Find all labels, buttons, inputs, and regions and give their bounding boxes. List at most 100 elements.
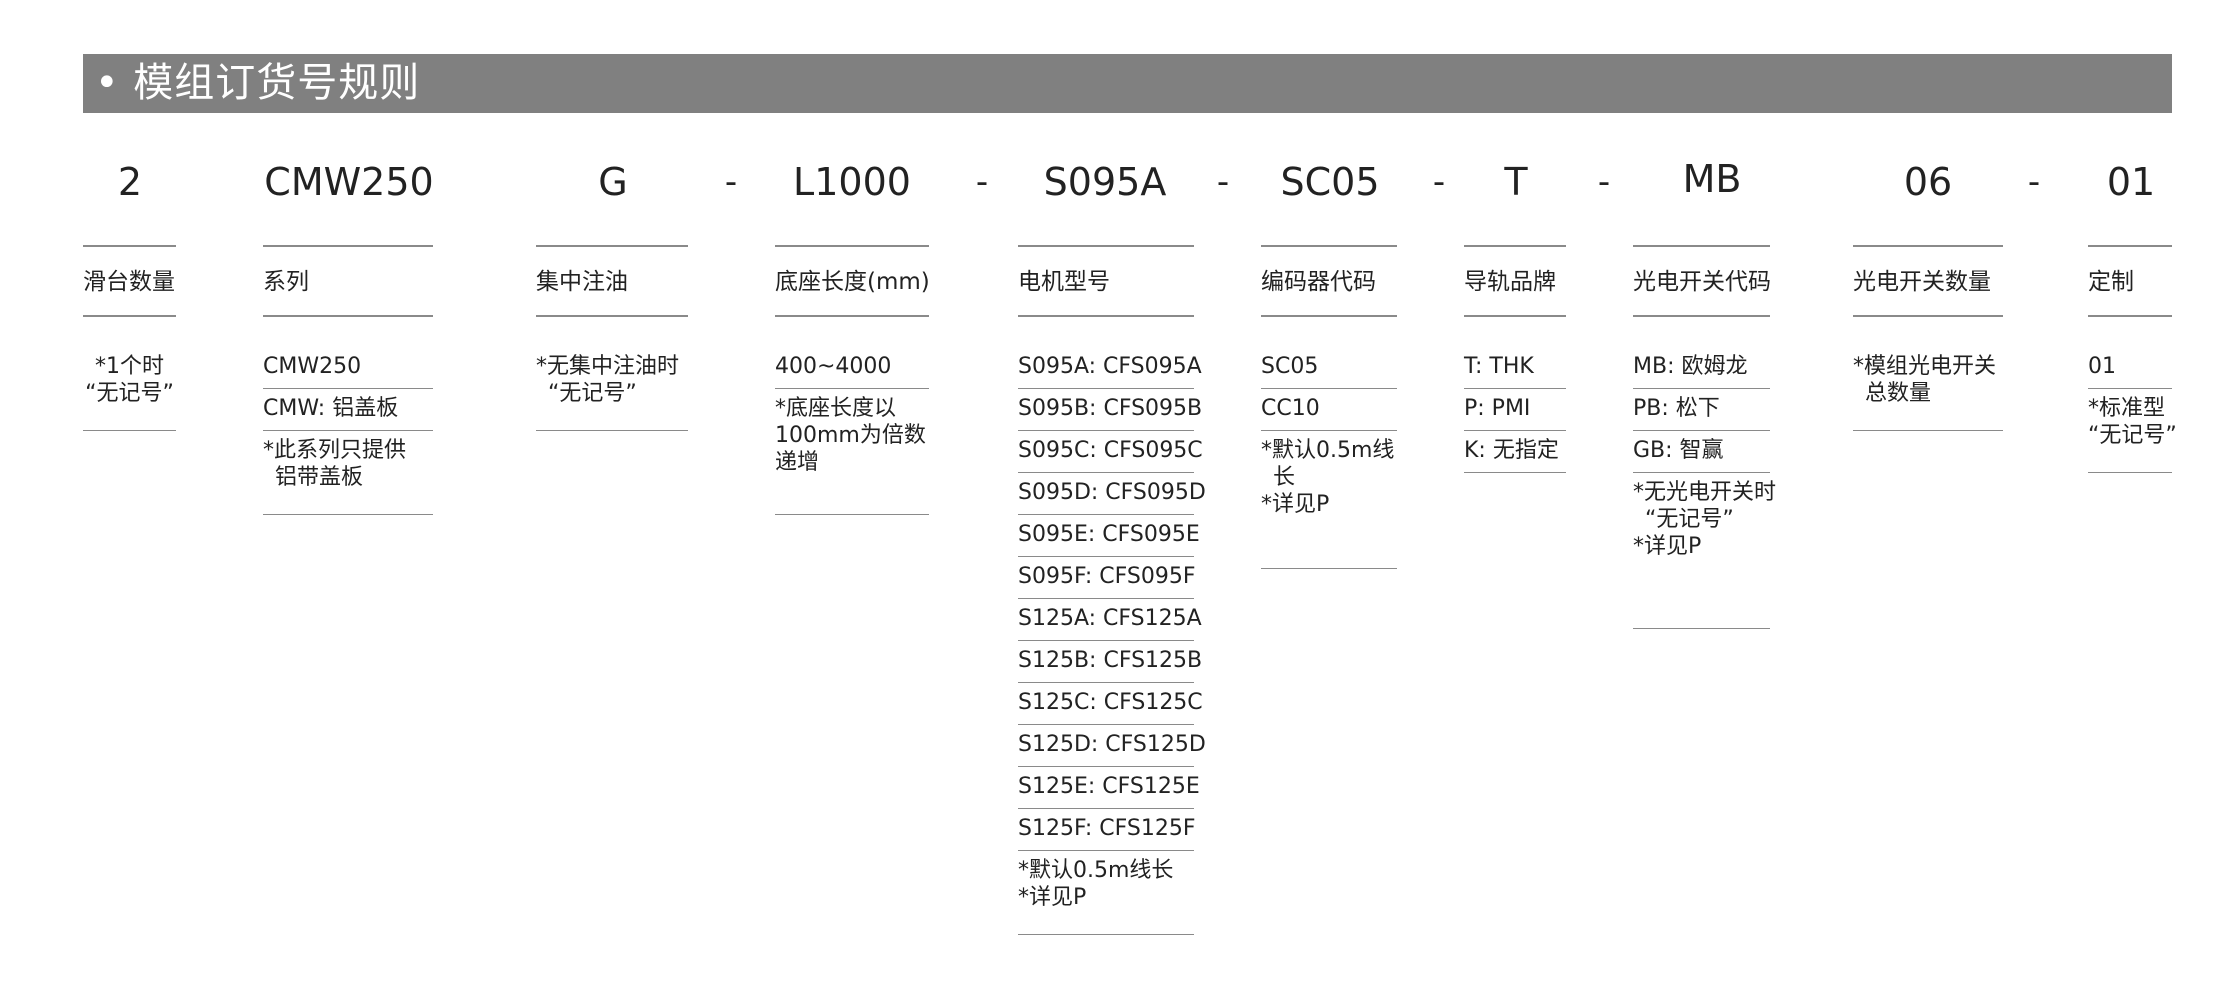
option-text: “无记号”: [2088, 423, 2177, 448]
option-cell: K: 无指定: [1464, 431, 1566, 473]
option-text: *详见P: [1261, 492, 1330, 517]
column: 定制 01 *标准型 “无记号”: [2088, 245, 2177, 473]
option-cell: S125F: CFS125F: [1018, 809, 1196, 851]
option-text: 长: [1273, 465, 1296, 490]
option-text: S125D: CFS125D: [1018, 732, 1206, 757]
column: 编码器代码 SC05 CC10 *默认0.5m线长 *详见P: [1261, 245, 1397, 569]
option-text: *此系列只提供: [263, 438, 407, 463]
column: 底座长度(mm) 400~4000 *底座长度以 100mm为倍数 递增: [775, 245, 930, 515]
option-cell: P: PMI: [1464, 389, 1566, 431]
option-text: 铝带盖板: [275, 465, 364, 490]
code-segment: G: [598, 160, 628, 204]
section-title: • 模组订货号规则: [83, 54, 2172, 113]
option-text: T: THK: [1464, 354, 1534, 379]
code-segment: 06: [1903, 160, 1953, 204]
option-cell: S125B: CFS125B: [1018, 641, 1203, 683]
option-cell: CMW250: [263, 347, 433, 389]
option-cell: *默认0.5m线长 *详见P: [1261, 431, 1397, 569]
option-text: *无光电开关时: [1633, 480, 1777, 505]
option-text: GB: 智赢: [1633, 438, 1724, 463]
column: 系列 CMW250 CMW: 铝盖板 *此系列只提供 铝带盖板: [263, 245, 433, 515]
column-label: 光电开关代码: [1633, 247, 1771, 317]
option-cell: S095C: CFS095C: [1018, 431, 1203, 473]
option-text: S095A: CFS095A: [1018, 354, 1202, 379]
option-cell: MB: 欧姆龙: [1633, 347, 1770, 389]
option-cell: S095E: CFS095E: [1018, 515, 1200, 557]
column: 光电开关数量 *模组光电开关 总数量: [1853, 245, 2003, 431]
option-cell: S095D: CFS095D: [1018, 473, 1206, 515]
option-cell: SC05: [1261, 347, 1397, 389]
option-cell: 01: [2088, 347, 2172, 389]
option-text: 400~4000: [775, 354, 892, 379]
separator-dash: -: [724, 162, 738, 202]
option-cell: S095F: CFS095F: [1018, 557, 1196, 599]
separator-dash: -: [1216, 162, 1230, 202]
option-text: S125B: CFS125B: [1018, 648, 1203, 673]
option-text: P: PMI: [1464, 396, 1531, 421]
option-cell: S125A: CFS125A: [1018, 599, 1202, 641]
option-text: K: 无指定: [1464, 438, 1559, 463]
option-cell: *无集中注油时 “无记号”: [536, 347, 688, 431]
option-cell: *1个时 “无记号”: [83, 347, 176, 431]
column-label: 定制: [2088, 247, 2172, 317]
option-text: *默认0.5m线长: [1018, 858, 1174, 883]
divider: [1853, 245, 2003, 247]
divider: [83, 245, 176, 247]
option-cell: 400~4000: [775, 347, 929, 389]
option-cell: *此系列只提供 铝带盖板: [263, 431, 433, 515]
option-text: S095D: CFS095D: [1018, 480, 1206, 505]
column: 电机型号 S095A: CFS095A S095B: CFS095B S095C: C…: [1018, 245, 1206, 935]
divider: [2088, 245, 2172, 247]
column: 滑台数量 *1个时 “无记号”: [83, 245, 176, 431]
separator-dash: -: [975, 162, 989, 202]
option-text: CC10: [1261, 396, 1320, 421]
option-text: *标准型: [2088, 396, 2166, 421]
option-text: S125F: CFS125F: [1018, 816, 1196, 841]
option-text: *详见P: [1018, 885, 1087, 910]
option-cell: CC10: [1261, 389, 1397, 431]
column-label: 电机型号: [1018, 247, 1194, 317]
separator-dash: -: [2027, 162, 2041, 202]
option-text: S095F: CFS095F: [1018, 564, 1196, 589]
option-text: S095C: CFS095C: [1018, 438, 1203, 463]
option-text: 总数量: [1865, 381, 1932, 406]
option-text: S125E: CFS125E: [1018, 774, 1200, 799]
divider: [775, 245, 929, 247]
divider: [1018, 245, 1194, 247]
option-cell: S095B: CFS095B: [1018, 389, 1202, 431]
option-cell: PB: 松下: [1633, 389, 1770, 431]
option-text: 100mm为倍数: [775, 423, 926, 448]
option-text: CMW250: [263, 354, 362, 379]
option-text: CMW: 铝盖板: [263, 396, 399, 421]
column-label: 导轨品牌: [1464, 247, 1566, 317]
option-text: 递增: [775, 450, 820, 475]
divider: [1261, 245, 1397, 247]
option-cell: S125C: CFS125C: [1018, 683, 1203, 725]
option-cell: *默认0.5m线长 *详见P: [1018, 851, 1194, 935]
option-text: “无记号”: [548, 381, 637, 406]
option-text: *详见P: [1633, 534, 1702, 559]
option-text: S125A: CFS125A: [1018, 606, 1202, 631]
option-cell: S095A: CFS095A: [1018, 347, 1202, 389]
code-segment: 01: [2106, 160, 2156, 204]
divider: [536, 245, 688, 247]
option-text: SC05: [1261, 354, 1319, 379]
column-label: 滑台数量: [83, 247, 176, 317]
option-text: 01: [2088, 354, 2116, 379]
code-segment: S095A: [1043, 160, 1167, 204]
option-text: PB: 松下: [1633, 396, 1720, 421]
option-text: *默认0.5m线: [1261, 438, 1395, 463]
code-segment: 2: [117, 160, 143, 204]
separator-dash: -: [1432, 162, 1446, 202]
column-label: 光电开关数量: [1853, 247, 2003, 317]
option-cell: *无光电开关时 “无记号” *详见P: [1633, 473, 1777, 629]
option-cell: *标准型 “无记号”: [2088, 389, 2177, 473]
option-text: S095E: CFS095E: [1018, 522, 1200, 547]
code-segment: T: [1504, 160, 1528, 204]
option-cell: *底座长度以 100mm为倍数 递增: [775, 389, 929, 515]
option-cell: GB: 智赢: [1633, 431, 1770, 473]
separator-dash: -: [1597, 162, 1611, 202]
column-label: 集中注油: [536, 247, 688, 317]
column-label: 编码器代码: [1261, 247, 1397, 317]
option-cell: S125D: CFS125D: [1018, 725, 1206, 767]
